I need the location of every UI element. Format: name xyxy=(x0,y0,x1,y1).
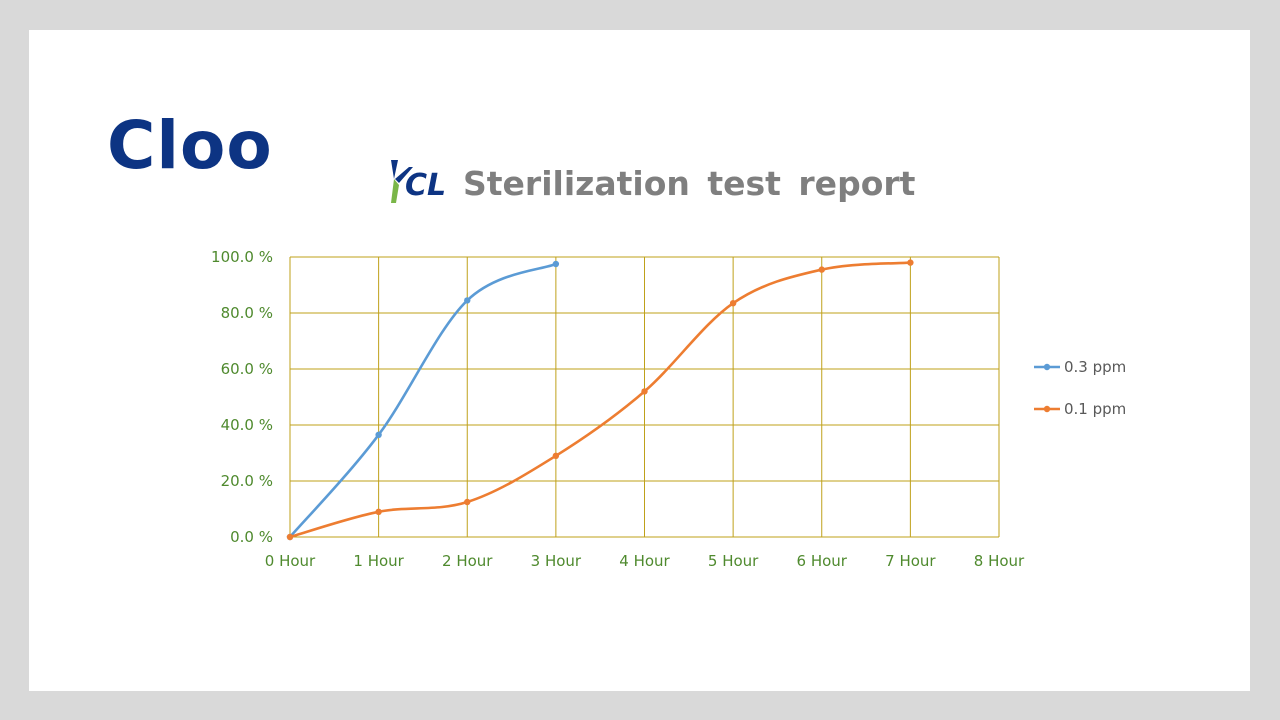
data-point xyxy=(464,498,471,506)
data-point xyxy=(729,300,737,307)
svg-text:CL: CL xyxy=(405,168,446,203)
data-point xyxy=(464,297,471,304)
x-tick-label: 6 Hour xyxy=(797,552,848,570)
series-line-1 xyxy=(288,262,558,539)
y-tick-label: 0.0 % xyxy=(230,528,273,546)
x-tick-label: 7 Hour xyxy=(885,552,936,570)
x-tick-label: 8 Hour xyxy=(974,552,1025,570)
report-title: Sterilization test report xyxy=(463,164,916,203)
x-tick-label: 0 Hour xyxy=(265,552,316,570)
y-tick-label: 60.0 % xyxy=(221,360,273,378)
legend-marker-1 xyxy=(1043,363,1051,371)
legend-label-2: 0.1 ppm xyxy=(1064,400,1126,418)
x-tick-label: 1 Hour xyxy=(353,552,404,570)
data-point xyxy=(641,388,648,395)
slide-canvas xyxy=(29,30,1250,691)
x-tick-label: 2 Hour xyxy=(442,552,493,570)
data-point xyxy=(907,259,914,266)
series-line-2 xyxy=(288,261,912,539)
data-point xyxy=(552,452,560,459)
y-tick-label: 20.0 % xyxy=(221,472,273,490)
data-point xyxy=(818,266,825,273)
y-tick-label: 100.0 % xyxy=(211,248,273,266)
x-tick-label: 3 Hour xyxy=(531,552,582,570)
legend-label-1: 0.3 ppm xyxy=(1064,358,1126,376)
x-tick-label: 5 Hour xyxy=(708,552,759,570)
y-tick-label: 40.0 % xyxy=(221,416,273,434)
data-point xyxy=(375,508,382,515)
legend-marker-2 xyxy=(1043,405,1051,413)
y-tick-label: 80.0 % xyxy=(221,304,273,322)
kcl-logo: CL xyxy=(391,160,446,203)
x-tick-label: 4 Hour xyxy=(619,552,670,570)
brand-logo: Cloo xyxy=(107,107,273,184)
data-point xyxy=(375,431,382,438)
data-point xyxy=(552,260,560,268)
data-point xyxy=(286,533,294,541)
